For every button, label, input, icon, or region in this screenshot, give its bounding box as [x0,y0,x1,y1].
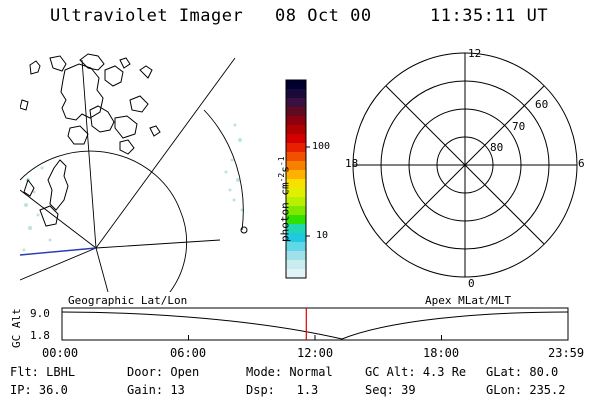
colorbar-stripe [286,251,306,261]
time-tick-2359: 23:59 [548,346,585,360]
colorbar-tick-100: 100 [312,141,331,152]
timeline-y-top: 9.0 [30,307,50,320]
colorbar-stripe [286,89,306,99]
colorbar-stripe [286,242,306,252]
colorbar-stripe [286,224,306,234]
footer-flt: Flt: LBHL [10,365,76,379]
colorbar-stripe [286,215,306,225]
footer-seq: Seq: 39 [365,383,416,397]
colorbar-tick-10: 10 [316,230,329,241]
colorbar-stripe [286,179,306,189]
colorbar-stripe [286,188,306,198]
colorbar-stripe [286,197,306,207]
colorbar-stripe [286,161,306,171]
colorbar-unit-label: photon cm-2s-1 [277,156,292,242]
colorbar-stripe [286,116,306,126]
aurora-speckle [22,123,244,252]
footer-gain: Gain: 13 [127,383,185,397]
footer-gc-alt: GC Alt: 4.3 Re [365,365,467,379]
footer-mode: Mode: Normal [246,365,333,379]
lat-label-80: 80 [490,141,504,154]
coastlines [20,53,161,227]
colorbar-stripe [286,152,306,162]
colorbar-stripe [286,269,306,279]
geo-grid [20,57,244,292]
colorbar-stripe [286,206,306,216]
colorbar-stripe [286,107,306,117]
time-tick-0600: 06:00 [170,346,207,360]
timeline-y-bottom: 1.8 [30,329,50,342]
footer-glat: GLat: 80.0 [486,365,559,379]
mlt-label-0: 0 [468,277,475,290]
lat-label-70: 70 [512,120,526,133]
date-label: 08 Oct 00 [275,6,372,26]
satellite-track [20,247,97,256]
geographic-label: Geographic Lat/Lon [68,294,188,307]
colorbar-stripe [286,143,306,153]
footer-glon: GLon: 235.2 [486,383,566,397]
time-tick-1200: 12:00 [297,346,334,360]
time-tick-1800: 18:00 [423,346,460,360]
footer-ip: IP: 36.0 [10,383,68,397]
colorbar-stripe [286,170,306,180]
geographic-map [20,53,248,292]
mlt-label-12: 12 [468,47,482,60]
mlt-label-18: 18 [345,157,359,170]
colorbar-stripe [286,233,306,243]
apex-label: Apex MLat/MLT [425,294,512,307]
timeline-plot [61,307,569,341]
colorbar-stripe [286,98,306,108]
colorbar [285,79,310,279]
timeline-axis-label: GC Alt [10,308,23,348]
lat-label-60: 60 [535,98,549,111]
colorbar-stripe [286,125,306,135]
mlt-label-6: 6 [578,157,585,170]
polar-plot [352,52,578,278]
colorbar-stripe [286,134,306,144]
footer-door: Door: Open [127,365,200,379]
colorbar-stripe [286,260,306,270]
grid-marker [240,226,248,234]
footer-dsp: Dsp: 1.3 [246,383,319,397]
colorbar-stripe [286,80,306,90]
time-tick-0000: 00:00 [42,346,79,360]
time-label: 11:35:11 UT [430,6,549,26]
instrument-title: Ultraviolet Imager [50,6,244,26]
